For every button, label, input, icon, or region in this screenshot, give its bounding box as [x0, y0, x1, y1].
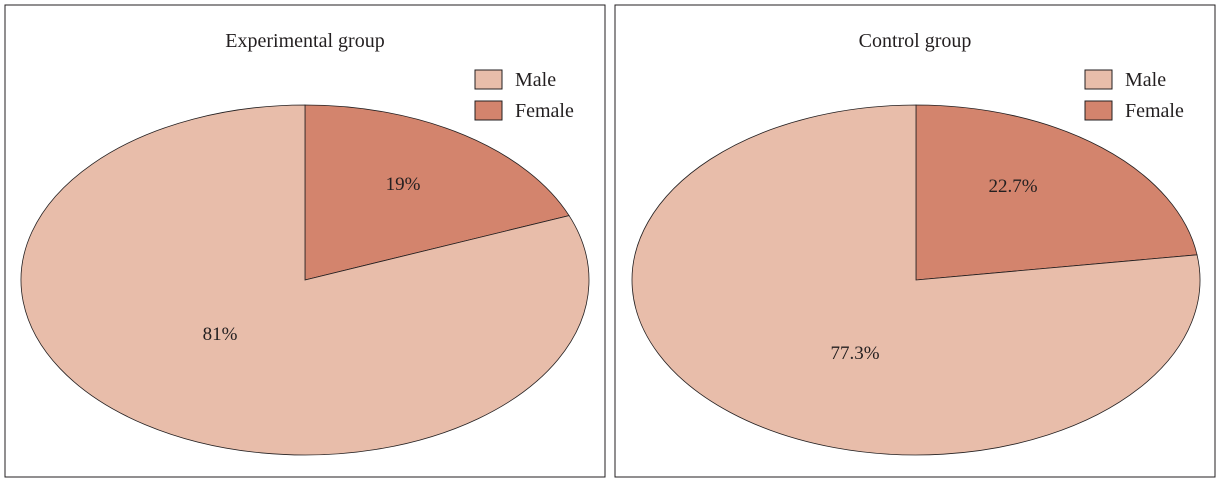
pie-slice-male: [20, 104, 590, 456]
legend-label-female: Female: [1125, 100, 1184, 122]
legend-label-male: Male: [1125, 69, 1166, 91]
slice-label-female: 19%: [386, 174, 421, 195]
pie-slice-male: [631, 104, 1201, 456]
pie-slice-female: [915, 104, 1198, 281]
pie-panel-1: Control group 77.3% 22.7% Male Female: [614, 4, 1216, 478]
legend-swatch-male: [474, 69, 503, 90]
pie-slice-female: [304, 104, 570, 281]
pie-panel-0: Experimental group 81% 19% Male Female: [4, 4, 606, 478]
legend-label-female: Female: [515, 100, 574, 122]
chart-title: Control group: [859, 30, 972, 52]
legend-swatch-male: [1084, 69, 1113, 90]
slice-label-male: 77.3%: [830, 343, 879, 364]
legend-label-male: Male: [515, 69, 556, 91]
slice-label-female: 22.7%: [988, 176, 1037, 197]
slice-label-male: 81%: [203, 324, 238, 345]
legend-swatch-female: [474, 100, 503, 121]
chart-title: Experimental group: [225, 30, 384, 52]
legend-swatch-female: [1084, 100, 1113, 121]
